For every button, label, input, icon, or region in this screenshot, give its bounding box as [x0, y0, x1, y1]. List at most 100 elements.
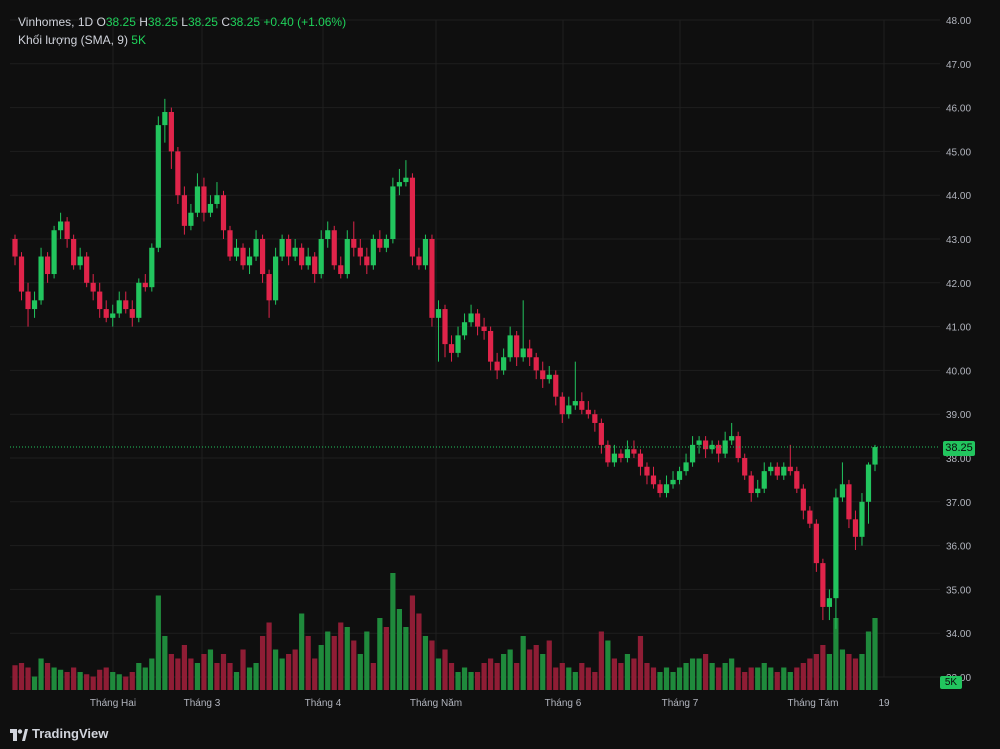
candle-body [194, 186, 201, 213]
candle-body [494, 361, 500, 371]
volume-bar [748, 667, 754, 690]
volume-bar [813, 654, 819, 690]
candle-body [696, 440, 702, 445]
volume-bar [292, 649, 298, 690]
price-tick-label: 44.00 [946, 191, 971, 202]
volume-bar [481, 663, 487, 690]
volume-bar [201, 654, 207, 690]
symbol-label[interactable]: Vinhomes, 1D [18, 15, 94, 29]
candle-body [813, 523, 819, 564]
candle-body [774, 466, 780, 476]
volume-bar [657, 672, 663, 690]
candle-body [618, 453, 624, 458]
volume-bar [696, 658, 702, 690]
change-value: +0.40 (+1.06%) [263, 15, 347, 29]
candle-body [240, 247, 246, 266]
volume-bar [781, 667, 787, 690]
candle-body [299, 247, 305, 266]
candle-body [839, 484, 846, 498]
time-tick-label: Tháng 4 [305, 698, 342, 709]
candle-body [501, 357, 507, 371]
candle-body [259, 239, 266, 275]
candle-body [25, 291, 31, 310]
candle-body [637, 453, 644, 467]
candle-body [461, 322, 468, 336]
volume-bar [774, 672, 780, 690]
volume-bar [136, 663, 142, 690]
volume-bar [312, 658, 318, 690]
candle-body [18, 256, 25, 292]
candle-body [507, 335, 513, 358]
candle-body [123, 300, 129, 310]
candle-body [657, 484, 663, 494]
volume-bar [807, 658, 813, 690]
volume-bar [325, 631, 331, 690]
candle-body [338, 265, 344, 275]
volume-bar [318, 645, 324, 690]
price-tick-label: 47.00 [946, 60, 971, 71]
volume-bar [839, 649, 846, 690]
candle-body [846, 484, 852, 520]
low-value: 38.25 [187, 15, 218, 29]
candle-body [227, 230, 233, 257]
candle-body [357, 247, 363, 257]
high-value: 38.25 [147, 15, 178, 29]
candle-body [650, 475, 657, 485]
volume-bar [351, 640, 357, 690]
candle-body [807, 510, 813, 524]
candle-body [735, 436, 741, 458]
candle-body [468, 313, 474, 323]
time-axis[interactable]: Tháng Hai Tháng 3 Tháng 4 Tháng Năm Tháng 6 T… [90, 698, 890, 709]
volume-bar [501, 654, 507, 690]
volume-bar [103, 667, 109, 690]
candlesticks [12, 98, 878, 629]
candle-body [833, 497, 839, 599]
candle-body [71, 239, 77, 266]
chart-canvas[interactable]: 48.00 47.00 46.00 45.00 44.00 43.00 42.00 41.00… [0, 0, 1000, 719]
candle-body [592, 414, 598, 423]
candle-body [722, 440, 728, 454]
time-tick-label: Tháng Tám [788, 698, 839, 709]
volume-bar [279, 658, 285, 690]
footer: TradingView [0, 719, 1000, 749]
volume-bar [461, 667, 468, 690]
candle-body [800, 488, 806, 511]
volume-bar [833, 618, 839, 690]
candle-body [488, 330, 494, 362]
volume-bar [859, 654, 865, 690]
volume-bar [286, 654, 292, 690]
candle-body [377, 239, 383, 248]
volume-bar [663, 667, 670, 690]
volume-bar [572, 672, 578, 690]
volume-bar [514, 663, 520, 690]
candle-body [566, 405, 572, 415]
volume-bar [468, 672, 474, 690]
volume-bar [507, 649, 513, 690]
volume-bar [84, 674, 90, 690]
candle-body [683, 462, 689, 472]
volume-bar [618, 663, 624, 690]
close-value: 38.25 [230, 15, 261, 29]
brand-logo[interactable]: TradingView [10, 726, 108, 741]
volume-bar [442, 649, 448, 690]
candle-body [214, 195, 220, 204]
volume-bar [266, 622, 272, 690]
volume-indicator-label[interactable]: Khối lượng (SMA, 9) [18, 33, 128, 47]
volume-bar [742, 672, 748, 690]
volume-bar [64, 672, 70, 690]
candle-body [716, 444, 722, 454]
volume-bar [90, 676, 96, 690]
price-axis[interactable]: 48.00 47.00 46.00 45.00 44.00 43.00 42.00 41.00… [946, 16, 971, 684]
volume-bar [357, 654, 363, 690]
volume-bar [51, 667, 57, 690]
candle-body [168, 111, 174, 152]
candle-body [103, 309, 109, 318]
candle-body [129, 309, 135, 318]
volume-bar [872, 618, 878, 690]
open-label: O [96, 15, 106, 29]
candle-body [155, 125, 161, 248]
volume-bar [338, 622, 344, 690]
volume-bar [546, 640, 552, 690]
price-tick-label: 48.00 [946, 16, 971, 27]
candle-body [422, 239, 429, 266]
